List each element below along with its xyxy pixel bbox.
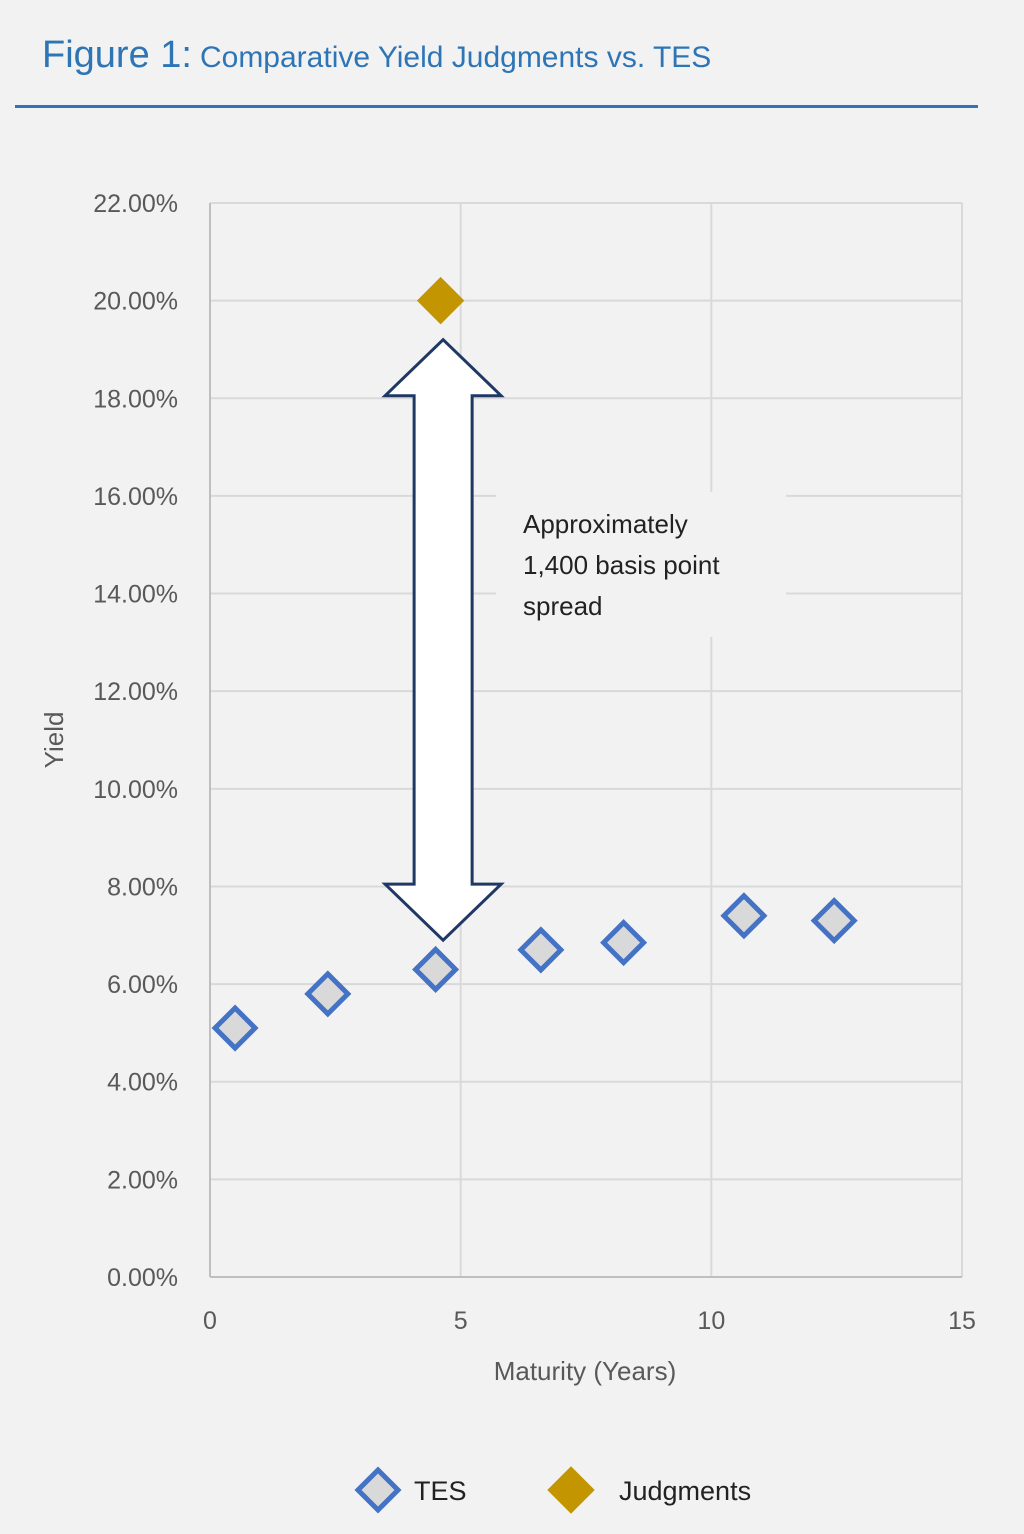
y-tick-label: 10.00%	[93, 776, 178, 804]
tes-marker	[810, 897, 858, 945]
y-tick-label: 14.00%	[93, 581, 178, 609]
annotation-text-line: spread	[523, 591, 603, 621]
legend-marker-tes	[354, 1466, 402, 1514]
annotation-background	[496, 492, 786, 637]
spread-arrow	[381, 337, 505, 943]
legend-label-tes: TES	[414, 1476, 467, 1506]
y-tick-label: 12.00%	[93, 678, 178, 706]
tes-marker	[720, 892, 768, 940]
judgments-marker	[416, 276, 465, 325]
x-axis-title: Maturity (Years)	[494, 1356, 677, 1386]
x-tick-label: 15	[948, 1307, 976, 1335]
x-tick-label: 10	[697, 1307, 725, 1335]
x-tick-label: 0	[203, 1307, 217, 1335]
annotation-text-line: 1,400 basis point	[523, 550, 720, 580]
x-tick-label: 5	[454, 1307, 468, 1335]
figure-title: Comparative Yield Judgments vs. TES	[199, 41, 712, 74]
y-tick-label: 2.00%	[107, 1166, 178, 1194]
figure-header: Figure 1: Comparative Yield Judgments vs.…	[42, 34, 711, 77]
y-tick-label: 4.00%	[107, 1069, 178, 1097]
figure-label: Figure 1:	[42, 34, 192, 76]
y-tick-label: 20.00%	[93, 288, 178, 316]
tes-marker	[600, 919, 648, 967]
legend-marker-judgments	[547, 1466, 595, 1514]
annotation-text-line: Approximately	[523, 509, 688, 539]
tes-marker	[517, 926, 565, 974]
tes-marker	[412, 945, 460, 993]
legend-label-judgments: Judgments	[619, 1476, 751, 1506]
y-tick-label: 8.00%	[107, 873, 178, 901]
y-tick-label: 18.00%	[93, 385, 178, 413]
y-tick-label: 0.00%	[107, 1264, 178, 1292]
y-tick-label: 22.00%	[93, 190, 178, 218]
y-axis-title: Yield	[39, 712, 69, 769]
tes-marker	[304, 970, 352, 1018]
y-tick-label: 16.00%	[93, 483, 178, 511]
y-tick-label: 6.00%	[107, 971, 178, 999]
header-rule	[15, 105, 978, 108]
tes-marker	[211, 1004, 259, 1052]
